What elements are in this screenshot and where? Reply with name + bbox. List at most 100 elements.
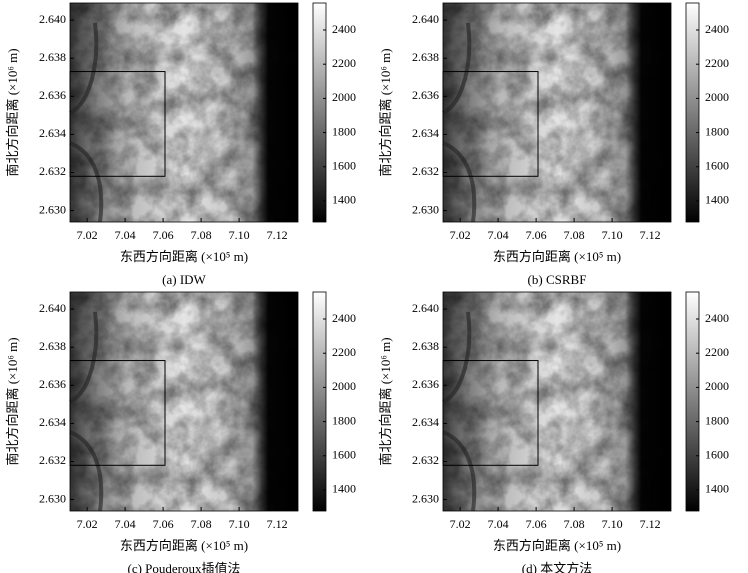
colorbar-tick-label: 2200 (332, 56, 356, 70)
x-axis-label: 东西方向距离 (×10⁵ m) (493, 249, 621, 264)
colorbar (685, 2, 700, 223)
colorbar-tick-label: 2000 (332, 90, 356, 104)
x-tick-label: 7.08 (191, 228, 212, 242)
colorbar-tick-label: 2000 (705, 379, 729, 393)
panel-title: (c) Pouderoux插值法 (127, 561, 240, 573)
y-tick-label: 2.630 (39, 202, 66, 216)
y-tick-label: 2.634 (39, 126, 66, 140)
y-axis-label: 南北方向距离 (×10⁶ m) (378, 337, 393, 465)
terrain-texture (70, 292, 298, 511)
colorbar-tick-label: 2000 (332, 379, 356, 393)
x-tick-label: 7.06 (526, 517, 547, 531)
terrain-texture (443, 3, 671, 222)
panel: 7.02 7.04 7.06 7.08 7.10 7.12 2.630 2.632 2.634 2… (378, 2, 729, 287)
x-tick-label: 7.06 (153, 517, 174, 531)
panel: 7.02 7.04 7.06 7.08 7.10 7.12 2.630 2.632 2.634 2… (5, 2, 356, 287)
panel-title: (a) IDW (162, 272, 206, 287)
y-tick-label: 2.630 (412, 202, 439, 216)
x-tick-label: 7.02 (450, 228, 471, 242)
valley (68, 311, 104, 512)
x-tick-label: 7.10 (229, 228, 250, 242)
y-tick-label: 2.638 (412, 50, 439, 64)
x-axis-label: 东西方向距离 (×10⁵ m) (120, 538, 248, 553)
y-tick-label: 2.636 (412, 88, 439, 102)
y-tick-label: 2.636 (412, 377, 439, 391)
y-tick-label: 2.640 (39, 12, 66, 26)
highlight-box (69, 71, 166, 177)
y-tick-label: 2.638 (412, 339, 439, 353)
colorbar-tick-label: 1400 (332, 482, 356, 496)
x-axis-label: 东西方向距离 (×10⁵ m) (120, 249, 248, 264)
colorbar-tick-label: 1400 (332, 193, 356, 207)
x-tick-label: 7.02 (77, 517, 98, 531)
x-tick-label: 7.06 (526, 228, 547, 242)
valley (441, 22, 477, 223)
x-tick-label: 7.12 (640, 228, 661, 242)
y-axis-label: 南北方向距离 (×10⁶ m) (5, 48, 20, 176)
x-axis-label: 东西方向距离 (×10⁵ m) (493, 538, 621, 553)
highlight-box (442, 360, 539, 466)
x-tick-label: 7.04 (488, 517, 509, 531)
colorbar-tick-label: 1400 (705, 482, 729, 496)
y-tick-label: 2.636 (39, 377, 66, 391)
y-tick-label: 2.632 (412, 164, 439, 178)
colorbar-tick-label: 1600 (332, 448, 356, 462)
colorbar-tick-label: 2200 (332, 345, 356, 359)
x-tick-label: 7.04 (115, 228, 136, 242)
valley (441, 311, 477, 512)
y-tick-label: 2.634 (412, 126, 439, 140)
x-tick-label: 7.10 (229, 517, 250, 531)
colorbar-tick-label: 1400 (705, 193, 729, 207)
y-tick-label: 2.630 (412, 491, 439, 505)
highlight-box (442, 71, 539, 177)
y-tick-label: 2.640 (412, 301, 439, 315)
colorbar-tick-label: 2400 (332, 311, 356, 325)
highlight-box (69, 360, 166, 466)
colorbar-tick-label: 1600 (705, 159, 729, 173)
y-tick-label: 2.638 (39, 50, 66, 64)
x-tick-label: 7.08 (564, 517, 585, 531)
x-tick-label: 7.12 (267, 517, 288, 531)
colorbar (312, 291, 327, 512)
valley (68, 22, 104, 223)
colorbar-tick-label: 2400 (332, 22, 356, 36)
x-tick-label: 7.12 (267, 228, 288, 242)
colorbar-tick-label: 1600 (332, 159, 356, 173)
y-axis-label: 南北方向距离 (×10⁶ m) (5, 337, 20, 465)
x-tick-label: 7.04 (115, 517, 136, 531)
terrain-texture (443, 292, 671, 511)
colorbar-tick-label: 2400 (705, 311, 729, 325)
panel-title: (d) 本文方法 (522, 561, 592, 573)
colorbar-tick-label: 1800 (332, 413, 356, 427)
colorbar-tick-label: 1800 (705, 124, 729, 138)
colorbar-tick-label: 2200 (705, 345, 729, 359)
colorbar (312, 2, 327, 223)
y-tick-label: 2.632 (412, 453, 439, 467)
y-tick-label: 2.632 (39, 164, 66, 178)
y-tick-label: 2.630 (39, 491, 66, 505)
y-tick-label: 2.634 (39, 415, 66, 429)
panel: 7.02 7.04 7.06 7.08 7.10 7.12 2.630 2.632 2.634 2… (378, 291, 729, 573)
x-tick-label: 7.08 (191, 517, 212, 531)
x-tick-label: 7.04 (488, 228, 509, 242)
colorbar-tick-label: 1600 (705, 448, 729, 462)
y-axis-label: 南北方向距离 (×10⁶ m) (378, 48, 393, 176)
x-tick-label: 7.08 (564, 228, 585, 242)
colorbar (685, 291, 700, 512)
x-tick-label: 7.12 (640, 517, 661, 531)
x-tick-label: 7.02 (450, 517, 471, 531)
y-tick-label: 2.638 (39, 339, 66, 353)
y-tick-label: 2.636 (39, 88, 66, 102)
colorbar-tick-label: 2200 (705, 56, 729, 70)
colorbar-tick-label: 1800 (705, 413, 729, 427)
y-tick-label: 2.632 (39, 453, 66, 467)
x-tick-label: 7.06 (153, 228, 174, 242)
y-tick-label: 2.634 (412, 415, 439, 429)
panel-title: (b) CSRBF (528, 272, 587, 287)
y-tick-label: 2.640 (39, 301, 66, 315)
terrain-texture (70, 3, 298, 222)
colorbar-tick-label: 2000 (705, 90, 729, 104)
y-tick-label: 2.640 (412, 12, 439, 26)
panel: 7.02 7.04 7.06 7.08 7.10 7.12 2.630 2.632 2.634 2… (5, 291, 356, 573)
